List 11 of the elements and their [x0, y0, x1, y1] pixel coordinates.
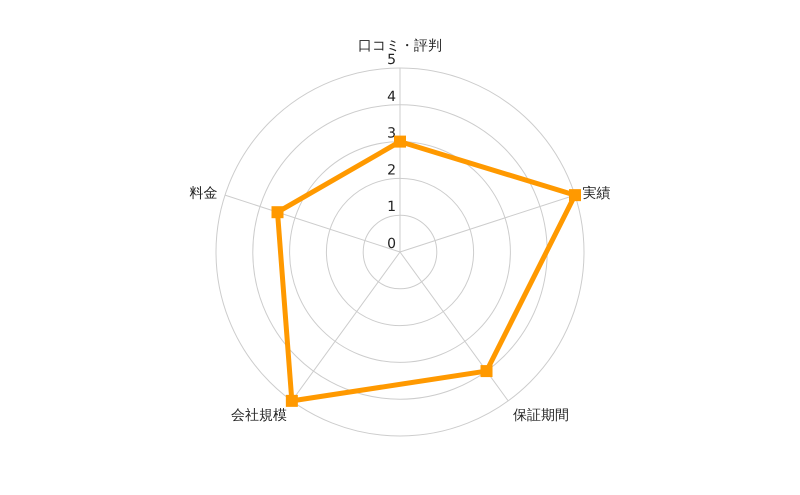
y-tick-label: 5: [387, 52, 396, 68]
y-tick-label: 4: [387, 88, 396, 105]
y-tick-label: 1: [387, 199, 396, 216]
spoke-label: 口コミ・評判: [358, 38, 442, 54]
spoke-label: 会社規模: [231, 407, 288, 424]
spoke-label: 保証期間: [512, 407, 569, 424]
y-tick-label: 0: [387, 236, 396, 252]
spoke-label: 料金: [189, 186, 218, 202]
y-tick-label: 2: [387, 162, 396, 178]
spoke-label: 実績: [582, 186, 611, 202]
y-tick-label: 3: [387, 126, 396, 142]
